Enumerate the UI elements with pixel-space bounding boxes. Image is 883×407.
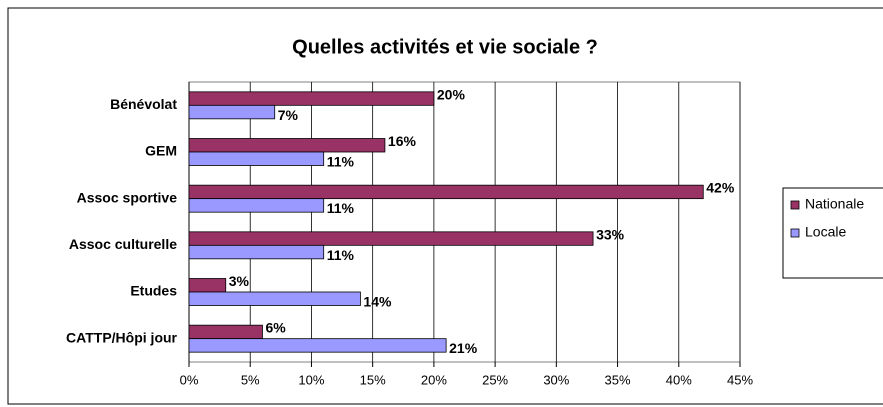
legend-label: Nationale [805,196,864,212]
x-tick-label: 35% [605,372,631,387]
bar [188,184,704,200]
value-label: 6% [265,320,286,336]
value-label: 16% [388,133,417,149]
value-label: 3% [229,273,250,289]
legend-swatch [790,200,800,210]
y-tick-label: GEM [145,143,177,159]
bar [188,104,276,120]
value-label: 11% [327,247,355,263]
y-tick-label: Etudes [130,283,177,299]
bar [188,138,386,153]
value-label: 21% [449,340,478,356]
y-tick-label: CATTP/Hôpi jour [66,329,177,345]
bar [188,338,447,353]
bar [188,291,361,306]
value-label: 7% [278,107,299,123]
x-tick-label: 20% [421,372,447,387]
bar [188,244,325,260]
value-label: 20% [437,86,466,102]
x-tick-label: 10% [298,372,324,387]
bar [188,278,227,293]
x-tick-label: 40% [666,372,692,387]
bar [188,198,325,213]
legend-box [782,187,883,279]
value-label: 42% [706,180,735,196]
value-label: 11% [327,200,355,216]
y-tick-label: Assoc culturelle [69,236,177,252]
x-tick-label: 25% [482,372,508,387]
value-label: 14% [363,293,392,309]
x-tick-label: 30% [543,372,569,387]
bar [188,151,325,166]
x-tick-label: 15% [360,372,386,387]
chart-title: Quelles activités et vie sociale ? [292,36,598,58]
legend-swatch [790,228,800,238]
x-tick-label: 0% [180,372,199,387]
value-label: 11% [327,153,355,169]
x-tick-label: 45% [727,372,753,387]
bar [188,324,263,340]
legend-label: Locale [805,224,846,240]
bar [188,91,435,106]
x-tick-label: 5% [241,372,260,387]
y-tick-label: Assoc sportive [77,189,178,205]
bar [188,231,594,246]
value-label: 33% [596,226,625,242]
y-tick-label: Bénévolat [110,96,177,112]
